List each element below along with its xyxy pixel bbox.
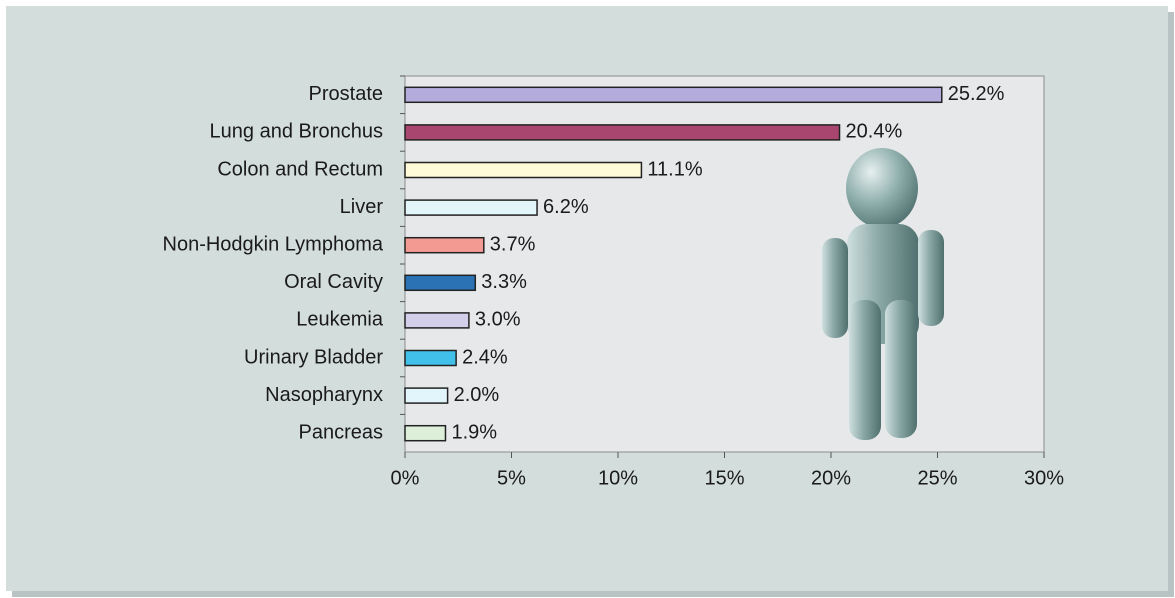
value-label: 1.9%: [451, 421, 497, 443]
value-label: 2.4%: [462, 346, 508, 368]
y-tick-label: Urinary Bladder: [244, 346, 383, 368]
person-icon: [822, 148, 944, 440]
y-tick-label: Lung and Bronchus: [210, 121, 383, 143]
y-tick-label: Non-Hodgkin Lymphoma: [163, 233, 384, 255]
bar: [404, 86, 943, 104]
bar: [404, 312, 470, 329]
y-tick-label: Oral Cavity: [284, 271, 383, 293]
y-tick-label: Pancreas: [299, 421, 384, 443]
bar: [404, 199, 538, 216]
bar: [404, 236, 485, 254]
x-tick-label: 20%: [811, 467, 851, 489]
y-tick-label: Liver: [340, 196, 384, 218]
x-tick-label: 5%: [497, 467, 526, 489]
value-label: 3.7%: [490, 233, 536, 255]
x-tick-label: 15%: [704, 467, 744, 489]
value-label: 6.2%: [543, 196, 589, 218]
y-tick-label: Nasopharynx: [265, 384, 383, 406]
value-label: 11.1%: [647, 158, 702, 180]
x-tick-label: 0%: [391, 467, 420, 489]
y-tick-label: Leukemia: [296, 309, 384, 331]
bar: [404, 349, 457, 367]
bar: [404, 274, 477, 292]
y-tick-label: Colon and Rectum: [217, 158, 383, 180]
bar: [404, 124, 841, 141]
value-label: 20.4%: [846, 121, 903, 143]
x-tick-label: 25%: [917, 467, 957, 489]
bar: [404, 387, 449, 404]
value-label: 3.0%: [475, 309, 521, 331]
value-label: 25.2%: [948, 83, 1005, 105]
x-tick-label: 10%: [598, 467, 638, 489]
value-label: 3.3%: [481, 271, 527, 293]
x-tick-label: 30%: [1024, 467, 1064, 489]
bar: [404, 424, 447, 442]
bar: [404, 161, 643, 179]
y-tick-label: Prostate: [309, 83, 383, 105]
value-label: 2.0%: [454, 384, 500, 406]
